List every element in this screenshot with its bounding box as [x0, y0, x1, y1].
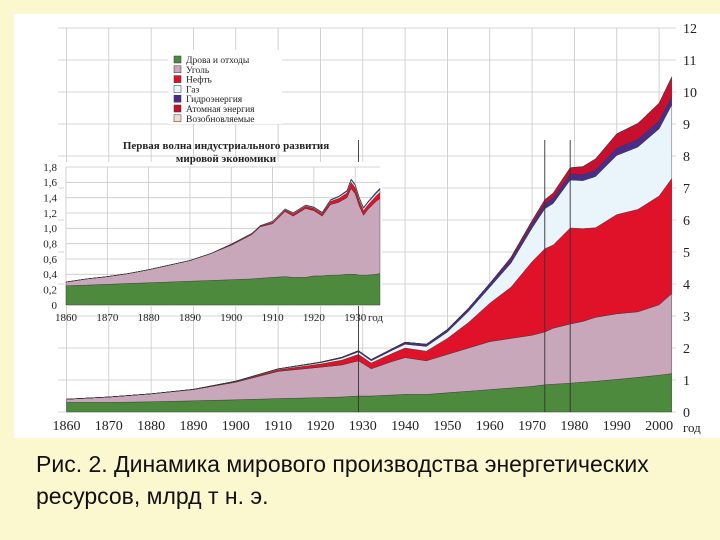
main-x-axis-label: год — [683, 420, 701, 435]
legend-label-nuclear: Атомная энергия — [186, 105, 255, 115]
x-tick-label: 1900 — [220, 312, 243, 324]
y-tick-label: 1,6 — [43, 177, 57, 189]
legend-swatch-renewable — [173, 114, 182, 123]
y-tick-label: 8 — [683, 150, 690, 165]
inset-title-line: Первая волна индустриального развития — [123, 140, 329, 152]
y-tick-label: 9 — [683, 118, 690, 133]
y-tick-label: 1 — [683, 374, 690, 389]
y-tick-label: 1,2 — [43, 208, 57, 220]
y-tick-label: 0,6 — [43, 254, 57, 266]
x-tick-label: 1940 — [391, 419, 419, 434]
x-tick-label: 1870 — [96, 312, 119, 324]
legend-label-oil: Нефть — [186, 75, 213, 86]
x-tick-label: 1900 — [222, 419, 250, 434]
legend-swatch-gas — [173, 85, 182, 93]
x-tick-label: 1930 — [349, 419, 377, 434]
y-tick-label: 0,2 — [43, 285, 57, 297]
legend-swatch-nuclear — [173, 104, 182, 113]
y-tick-label: 0,8 — [43, 239, 57, 251]
inset-x-axis-label: год — [368, 312, 383, 324]
y-tick-label: 0,4 — [43, 269, 57, 281]
x-tick-label: 1880 — [137, 419, 165, 434]
legend-label-wood: Дрова и отходы — [186, 56, 250, 66]
x-tick-label: 1950 — [433, 419, 461, 434]
x-tick-label: 1880 — [138, 312, 161, 324]
y-tick-label: 3 — [683, 310, 690, 325]
legend-label-coal: Уголь — [186, 66, 210, 76]
y-tick-label: 1,4 — [43, 193, 57, 205]
y-tick-label: 11 — [683, 54, 696, 69]
x-tick-label: 1870 — [95, 419, 123, 434]
x-tick-label: 1960 — [476, 419, 504, 434]
y-tick-label: 0 — [683, 406, 690, 421]
y-tick-label: 0 — [52, 300, 58, 312]
y-tick-label: 6 — [683, 214, 690, 229]
legend: Дрова и отходыУгольНефтьГазГидроэнергияА… — [168, 50, 282, 125]
y-tick-label: 5 — [683, 246, 690, 261]
legend-label-gas: Газ — [186, 85, 199, 95]
x-tick-label: 2000 — [645, 419, 673, 434]
x-tick-label: 1910 — [264, 419, 292, 434]
x-tick-label: 1890 — [179, 312, 202, 324]
inset-title: Первая волна индустриального развития мир… — [123, 140, 329, 165]
x-tick-label: 1970 — [518, 419, 546, 434]
x-tick-label: 1890 — [179, 419, 207, 434]
x-tick-label: 1910 — [262, 312, 285, 324]
inset-chart: 1860 1870 1880 1890 1900 1910 1920 1930 0 0,2 0,4… — [43, 140, 383, 324]
x-tick-label: 1860 — [52, 419, 80, 434]
x-tick-label: 1920 — [303, 312, 326, 324]
y-tick-label: 4 — [683, 278, 690, 293]
legend-label-renewable: Возобновляемые — [186, 114, 255, 125]
energy-production-chart: 1860 1870 1880 1890 1900 1910 1920 1930 1940 1950… — [43, 22, 701, 435]
legend-swatch-wood — [173, 55, 182, 64]
figure-caption: Рис. 2. Динамика мирового производства э… — [36, 451, 649, 509]
main-areas — [66, 76, 672, 413]
legend-swatch-coal — [173, 65, 182, 74]
legend-label-hydro: Гидроэнергия — [186, 95, 243, 105]
inset-title-line: мировой экономики — [176, 153, 277, 165]
legend-swatch-oil — [173, 75, 182, 83]
y-tick-label: 1,8 — [43, 162, 57, 174]
y-tick-label: 1,0 — [43, 223, 57, 235]
inset-y-tick-labels: 0 0,2 0,4 0,6 0,8 1,0 1,2 1,4 1,6 1,8 — [43, 162, 57, 312]
legend-background — [168, 50, 282, 124]
y-tick-label: 10 — [683, 86, 697, 101]
x-tick-label: 1980 — [560, 419, 588, 434]
x-tick-label: 1920 — [306, 419, 334, 434]
legend-swatch-hydro — [173, 94, 182, 103]
y-tick-label: 7 — [683, 182, 690, 197]
x-tick-label: 1860 — [55, 312, 78, 324]
x-tick-label: 1990 — [603, 419, 631, 434]
y-tick-label: 2 — [683, 342, 690, 357]
x-tick-label: 1930 — [344, 312, 367, 324]
area-renewable — [66, 76, 672, 400]
inset-x-tick-labels: 1860 1870 1880 1890 1900 1910 1920 1930 — [55, 312, 367, 324]
area-hydro — [65, 178, 381, 283]
y-tick-label: 12 — [683, 22, 697, 37]
main-x-tick-labels: 1860 1870 1880 1890 1900 1910 1920 1930 1940 1950… — [52, 419, 673, 434]
inset-areas — [65, 178, 381, 306]
